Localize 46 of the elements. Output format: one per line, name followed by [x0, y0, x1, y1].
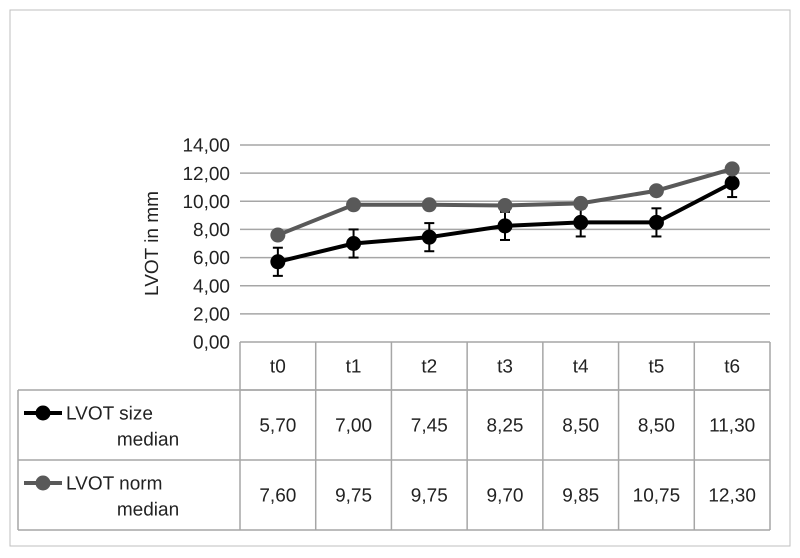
point — [498, 198, 512, 214]
point — [573, 196, 588, 211]
data-label: 9,75 — [335, 486, 372, 507]
point — [648, 183, 664, 198]
point — [422, 197, 437, 212]
data-label: 8,25 — [486, 416, 524, 437]
y-tick-label: 8,00 — [193, 220, 230, 242]
point — [346, 197, 362, 212]
y-tick-label: 10,00 — [182, 192, 230, 213]
y-tick-label: 12,00 — [182, 164, 230, 185]
data-label: 5,70 — [259, 416, 296, 437]
y-axis-title: LVOT in mm — [142, 191, 163, 296]
data-label: 8,50 — [638, 416, 675, 437]
x-tick-label: t1 — [346, 356, 362, 378]
x-tick-label: t5 — [648, 356, 664, 378]
data-label: 9,75 — [410, 486, 448, 507]
data-label: 7,45 — [410, 416, 448, 437]
data-label: 12,30 — [708, 486, 756, 507]
point — [498, 218, 512, 234]
point — [573, 214, 588, 230]
point — [724, 175, 740, 190]
data-label: 10,75 — [632, 486, 680, 507]
y-tick-label: 0,00 — [193, 332, 230, 354]
y-tick-label: 14,00 — [182, 136, 230, 157]
data-label: 8,50 — [562, 416, 600, 437]
point — [648, 214, 664, 230]
x-tick-label: t0 — [270, 356, 286, 378]
x-tick-label: t2 — [421, 356, 438, 378]
x-tick-label: t6 — [724, 356, 740, 378]
y-tick-label: 6,00 — [193, 248, 230, 270]
x-tick-label: t3 — [497, 356, 513, 378]
data-label: 7,00 — [335, 416, 372, 437]
data-label: 9,85 — [562, 486, 600, 507]
point — [346, 236, 362, 251]
point — [270, 254, 286, 270]
legend-label: LVOT norm median — [66, 474, 180, 521]
legend-label: LVOT size median — [66, 404, 180, 451]
point — [724, 161, 740, 176]
y-tick-label: 2,00 — [193, 304, 230, 326]
point — [270, 228, 286, 243]
y-tick-label: 4,00 — [193, 276, 230, 298]
point — [422, 230, 437, 245]
x-tick-label: t4 — [572, 356, 590, 378]
data-label: 7,60 — [259, 486, 296, 507]
data-label: 9,70 — [486, 486, 524, 507]
data-label: 11,30 — [709, 416, 756, 437]
